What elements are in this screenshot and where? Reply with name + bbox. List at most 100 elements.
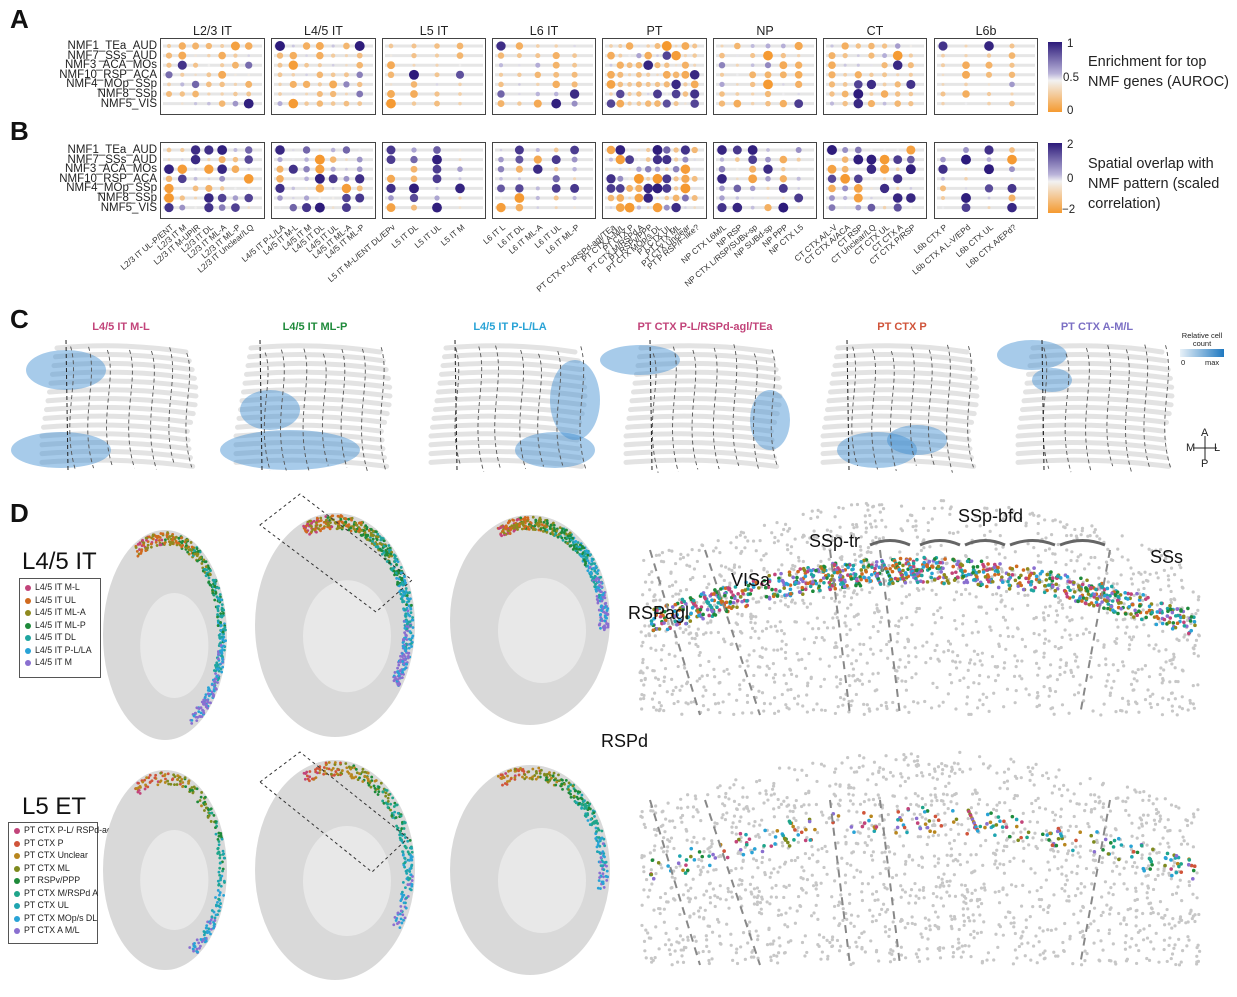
- dot-mark: [750, 101, 755, 106]
- dot-mark: [828, 61, 836, 70]
- dot-mark: [410, 90, 418, 98]
- dot-mark: [552, 52, 560, 60]
- dot-mark: [646, 72, 651, 77]
- dot-mark: [218, 204, 226, 211]
- dot-mark: [964, 82, 968, 87]
- dot-mark: [749, 71, 757, 79]
- dot-mark: [234, 73, 237, 77]
- dot-mark: [617, 71, 624, 78]
- nmf-row-label: NMF10_RSP_ACA: [59, 68, 157, 81]
- nmf-row-label: NMF7_SSs_AUD: [67, 153, 157, 166]
- dot-mark: [671, 50, 681, 61]
- dot-mark: [986, 53, 992, 58]
- dot-mark: [386, 98, 396, 109]
- dot-mark: [735, 92, 740, 96]
- dot-mark: [305, 73, 308, 77]
- dot-mark: [854, 71, 862, 79]
- dot-mark: [780, 43, 786, 49]
- dot-mark: [167, 102, 171, 105]
- dot-mark: [410, 81, 418, 88]
- dot-mark: [535, 44, 540, 48]
- dot-mark: [690, 89, 700, 99]
- dot-mark: [828, 71, 836, 79]
- dot-mark: [458, 82, 462, 87]
- dot-mark: [797, 53, 801, 58]
- dot-mark: [278, 92, 282, 96]
- dot-mark: [192, 42, 200, 50]
- dot-mark: [853, 98, 864, 109]
- dot-mark: [689, 70, 700, 80]
- dot-mark: [830, 44, 834, 48]
- dot-mark: [552, 80, 560, 89]
- dot-mark: [646, 44, 650, 48]
- dot-mark: [518, 83, 521, 86]
- dot-mark: [498, 81, 504, 88]
- dot-mark: [720, 44, 724, 48]
- dot-mark: [356, 90, 364, 98]
- dot-mark: [218, 156, 226, 164]
- dot-mark: [719, 52, 725, 59]
- dot-mark: [204, 193, 214, 203]
- dot-mark: [343, 72, 349, 78]
- a-dotplot-7: [934, 38, 1038, 115]
- dot-mark: [194, 54, 197, 57]
- dot-mark: [331, 53, 336, 58]
- dot-mark: [882, 72, 888, 78]
- dot-mark: [316, 71, 324, 79]
- d-bot-slice-3: [450, 765, 610, 975]
- dot-mark: [388, 43, 394, 49]
- dot-mark: [317, 63, 322, 68]
- dot-mark: [572, 62, 578, 68]
- dot-mark: [191, 80, 200, 89]
- dot-mark: [411, 52, 417, 59]
- dot-mark: [289, 51, 298, 60]
- dot-mark: [456, 42, 464, 50]
- dot-mark: [387, 61, 395, 70]
- cell-type-title: NP: [756, 24, 774, 38]
- dot-mark: [855, 43, 861, 49]
- dot-mark: [735, 83, 739, 86]
- dot-mark: [627, 101, 632, 106]
- dot-mark: [288, 98, 299, 109]
- dot-mark: [907, 62, 914, 69]
- dot-mark: [164, 164, 174, 175]
- dot-mark: [867, 100, 876, 108]
- dot-mark: [190, 154, 201, 165]
- b-dotplot-0: [160, 142, 265, 219]
- dot-mark: [305, 54, 308, 57]
- dot-mark: [551, 98, 562, 109]
- dot-mark: [166, 62, 172, 68]
- region-rspagl: RSPagl: [628, 603, 690, 623]
- dot-mark: [234, 187, 237, 190]
- dot-mark: [357, 81, 363, 88]
- dot-mark: [779, 61, 788, 70]
- dot-mark: [233, 82, 238, 87]
- nmf-row-label: NMF3_ACA_MOs: [64, 59, 157, 72]
- dot-mark: [908, 100, 914, 107]
- dot-mark: [683, 54, 687, 58]
- dot-mark: [1008, 71, 1016, 78]
- dot-mark: [637, 44, 641, 48]
- dot-mark: [205, 42, 213, 50]
- dot-mark: [1009, 81, 1015, 88]
- dot-mark: [908, 91, 914, 97]
- dot-mark: [779, 99, 788, 108]
- region-sss: SSs: [1150, 547, 1184, 567]
- dot-mark: [515, 42, 524, 50]
- dot-mark: [194, 73, 197, 77]
- dot-mark: [232, 156, 239, 163]
- dot-mark: [616, 99, 625, 108]
- dot-mark: [278, 82, 282, 87]
- dot-mark: [625, 42, 634, 50]
- dot-mark: [219, 81, 225, 88]
- dot-mark: [795, 61, 803, 69]
- dot-mark: [316, 100, 324, 107]
- dot-mark: [243, 98, 254, 109]
- dot-mark: [190, 145, 201, 155]
- d-top-slice-3: [450, 515, 610, 725]
- dot-mark: [516, 53, 522, 59]
- dot-mark: [843, 63, 847, 67]
- dot-mark: [218, 70, 227, 79]
- dot-mark: [497, 52, 505, 59]
